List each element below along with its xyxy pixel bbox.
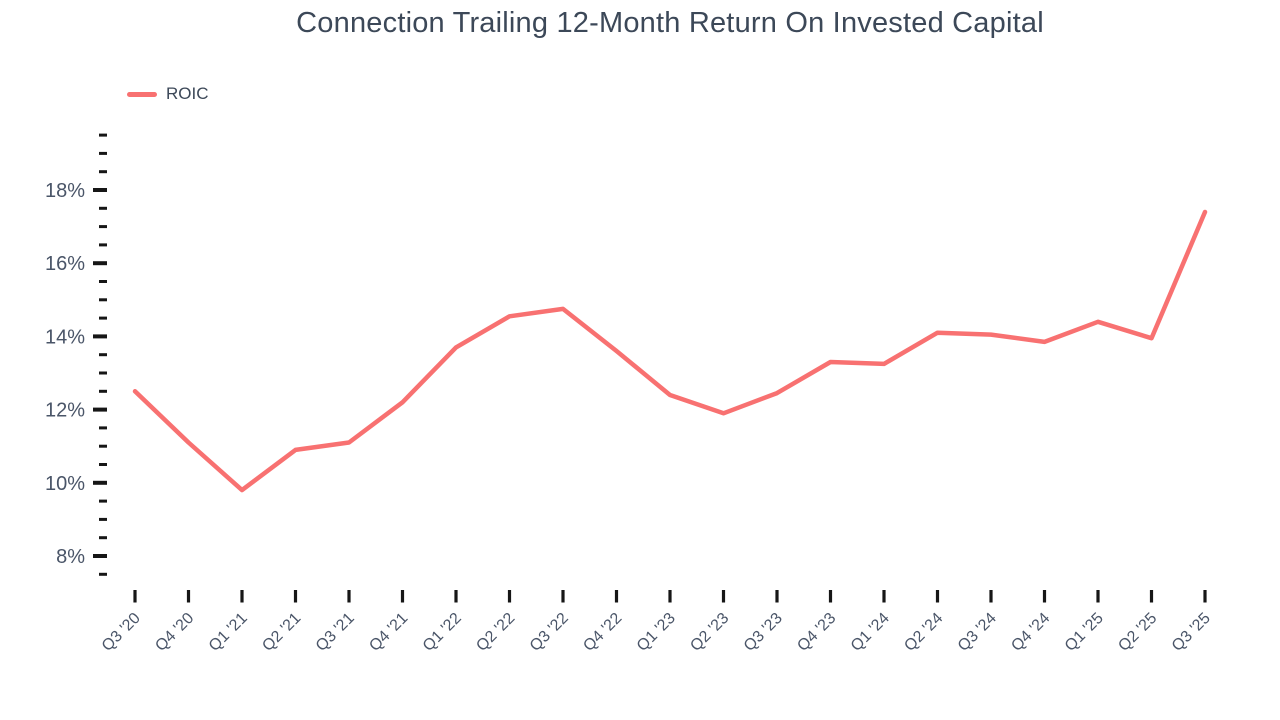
x-axis-tick-label: Q3 '24	[955, 610, 1000, 655]
x-axis-tick-label: Q4 '24	[1008, 610, 1053, 655]
legend-line-swatch	[127, 91, 157, 97]
y-axis-tick-label: 16%	[45, 253, 85, 275]
x-axis-tick-label: Q1 '24	[848, 610, 893, 655]
x-axis-tick-label: Q3 '20	[99, 610, 144, 655]
x-axis-tick-label: Q1 '25	[1062, 610, 1107, 655]
x-axis-tick-label: Q2 '23	[687, 610, 732, 655]
x-axis-tick-label: Q2 '25	[1115, 610, 1160, 655]
x-axis-tick-label: Q1 '22	[420, 610, 465, 655]
x-axis-tick-label: Q3 '21	[313, 610, 358, 655]
x-axis-tick-label: Q3 '23	[741, 610, 786, 655]
y-axis-tick-label: 14%	[45, 326, 85, 348]
x-axis-tick-label: Q4 '23	[794, 610, 839, 655]
y-axis-tick-label: 8%	[56, 546, 85, 568]
x-axis-tick-label: Q4 '21	[366, 610, 411, 655]
chart-title: Connection Trailing 12-Month Return On I…	[296, 7, 1044, 39]
x-axis-tick-label: Q4 '22	[580, 610, 625, 655]
x-axis-tick-label: Q2 '24	[901, 610, 946, 655]
y-axis-tick-label: 18%	[45, 180, 85, 202]
x-axis-tick-label: Q1 '23	[634, 610, 679, 655]
x-axis-tick-label: Q4 '20	[152, 610, 197, 655]
x-axis-tick-label: Q2 '21	[259, 610, 304, 655]
y-axis-tick-label: 12%	[45, 400, 85, 422]
roic-line	[132, 209, 1208, 493]
x-axis-tick-label: Q2 '22	[473, 610, 518, 655]
y-axis-tick-label: 10%	[45, 473, 85, 495]
legend: ROIC	[127, 84, 209, 104]
x-axis-tick-label: Q1 '21	[206, 610, 251, 655]
x-axis-tick-label: Q3 '22	[527, 610, 572, 655]
x-axis-tick-label: Q3 '25	[1169, 610, 1214, 655]
legend-label: ROIC	[166, 84, 209, 103]
